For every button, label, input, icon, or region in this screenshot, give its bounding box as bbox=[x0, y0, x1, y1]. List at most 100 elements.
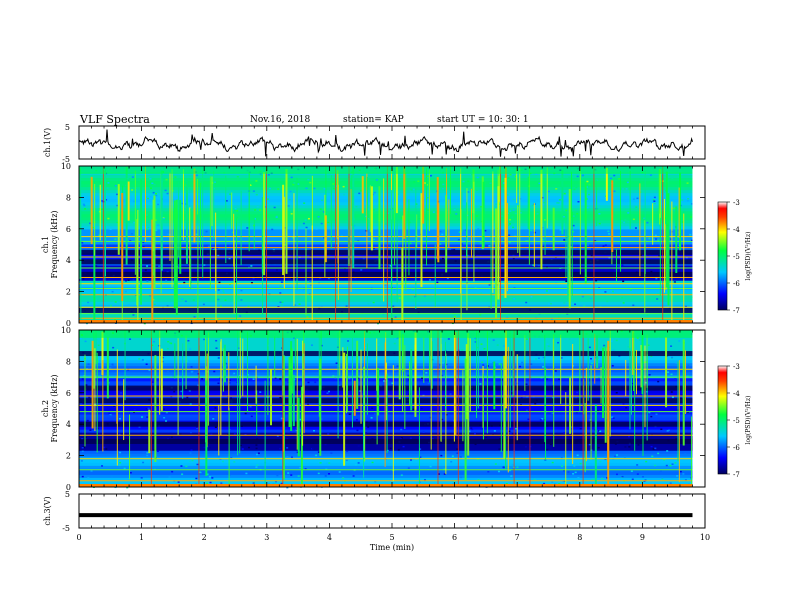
spectrogram-speckle bbox=[286, 438, 289, 440]
spectrogram-speckle bbox=[391, 382, 394, 384]
station-label: station= KAP bbox=[343, 115, 404, 125]
spectrogram-speckle bbox=[364, 346, 367, 349]
spectrogram-speckle bbox=[332, 244, 335, 246]
spectrogram-speckle bbox=[87, 477, 90, 479]
spectrogram-speckle bbox=[522, 316, 525, 319]
spectrogram-speckle bbox=[252, 277, 255, 280]
spectrogram-speckle bbox=[244, 412, 247, 415]
spectrogram-speckle bbox=[578, 394, 581, 397]
spectrogram-speckle bbox=[691, 203, 694, 205]
spectrogram-speckle bbox=[355, 205, 358, 208]
spectrogram-speckle bbox=[165, 178, 168, 181]
spectrogram-speckle bbox=[554, 370, 557, 372]
spectrogram-speckle bbox=[423, 295, 426, 297]
spectrogram-speckle bbox=[673, 281, 676, 283]
spectrogram-speckle bbox=[653, 202, 656, 205]
spectrogram-speckle bbox=[475, 215, 478, 217]
spectrogram-speckle bbox=[440, 454, 443, 457]
spectrogram-speckle bbox=[327, 277, 330, 280]
spectrogram-speckle bbox=[319, 208, 322, 210]
spectrogram-speckle bbox=[607, 184, 610, 187]
spectrogram-speckle bbox=[425, 372, 428, 374]
spectrogram-speckle bbox=[364, 432, 367, 434]
spectrogram-speckle bbox=[439, 235, 442, 237]
spectrogram-speckle bbox=[190, 366, 193, 368]
spectrogram-speckle bbox=[512, 226, 515, 229]
spectrogram-row bbox=[79, 241, 693, 245]
x-tick-label: 4 bbox=[327, 533, 332, 542]
spectrogram-speckle bbox=[567, 471, 570, 473]
spectrogram-speckle bbox=[359, 478, 362, 481]
spectrogram-speckle bbox=[166, 304, 169, 307]
spectrogram-speckle bbox=[323, 391, 326, 393]
spectrogram-speckle bbox=[511, 392, 514, 394]
spectrogram-speckle bbox=[221, 460, 224, 463]
spectrogram-speckle bbox=[509, 432, 512, 435]
spectrogram-speckle bbox=[327, 433, 330, 435]
spectrogram-speckle bbox=[290, 277, 293, 280]
spectrogram-speckle bbox=[95, 265, 98, 267]
spectrogram-speckle bbox=[471, 221, 474, 223]
spectrogram-speckle bbox=[626, 181, 629, 184]
spectrogram-speckle bbox=[618, 265, 621, 267]
spectrogram-speckle bbox=[255, 466, 258, 468]
spectrogram-speckle bbox=[506, 295, 509, 298]
spectrogram-speckle bbox=[543, 482, 546, 485]
spectrogram-speckle bbox=[560, 357, 563, 359]
spectrogram-speckle bbox=[119, 451, 122, 454]
spectrogram-row bbox=[79, 408, 693, 413]
spectrogram-row bbox=[79, 265, 693, 270]
x-tick-label: 10 bbox=[700, 533, 710, 542]
spectrogram-speckle bbox=[152, 340, 155, 343]
spectrogram-speckle bbox=[590, 362, 593, 365]
spectrogram-speckle bbox=[153, 183, 156, 186]
spectrogram-speckle bbox=[636, 197, 639, 200]
spectrogram-speckle bbox=[506, 316, 509, 319]
spectrogram-speckle bbox=[275, 216, 278, 218]
spectrogram-speckle bbox=[256, 464, 259, 466]
spectrogram-speckle bbox=[441, 233, 444, 236]
spectrogram-speckle bbox=[394, 316, 397, 318]
spectrogram-row bbox=[79, 432, 693, 437]
spectrogram-row bbox=[79, 208, 693, 212]
spectrogram-speckle bbox=[629, 289, 632, 291]
spectrogram-speckle bbox=[501, 215, 504, 217]
spectrogram-speckle bbox=[483, 348, 486, 350]
spectrogram-speckle bbox=[164, 189, 167, 192]
spectrogram-speckle bbox=[206, 473, 209, 475]
spectrogram-speckle bbox=[392, 305, 395, 308]
spectrogram-speckle bbox=[384, 225, 387, 227]
spectrogram-speckle bbox=[471, 173, 474, 176]
spectrogram-row bbox=[79, 196, 693, 200]
spectrogram-speckle bbox=[256, 205, 259, 208]
spectrogram-speckle bbox=[365, 215, 368, 218]
spectrogram-speckle bbox=[275, 215, 278, 217]
spectrogram-speckle bbox=[105, 379, 108, 382]
spectrogram-speckle bbox=[655, 238, 658, 240]
spectrogram-speckle bbox=[256, 453, 259, 456]
spectrogram-speckle bbox=[229, 379, 232, 381]
spectrogram-speckle bbox=[114, 318, 117, 321]
spectrogram-speckle bbox=[438, 286, 441, 289]
spectrogram-speckle bbox=[563, 192, 566, 195]
spectrogram-speckle bbox=[236, 210, 239, 212]
spectrogram-speckle bbox=[293, 182, 296, 184]
spectrogram-speckle bbox=[411, 289, 414, 291]
spectrogram-speckle bbox=[109, 367, 112, 369]
spectrogram-speckle bbox=[290, 433, 293, 435]
spectrogram-speckle bbox=[623, 456, 626, 458]
spectrogram-speckle bbox=[138, 426, 141, 428]
spectrogram-speckle bbox=[145, 196, 148, 198]
spectrogram-speckle bbox=[81, 450, 84, 453]
spectrogram-speckle bbox=[616, 454, 619, 456]
spectrogram-speckle bbox=[220, 482, 223, 484]
spectrogram-speckle bbox=[163, 416, 166, 419]
spectrogram-speckle bbox=[575, 397, 578, 399]
spectrogram-row bbox=[79, 390, 693, 394]
spectrogram-speckle bbox=[613, 190, 616, 192]
spectrogram-speckle bbox=[205, 230, 208, 233]
spectrogram-speckle bbox=[84, 338, 87, 340]
spectrogram-speckle bbox=[233, 234, 236, 237]
spectrogram-speckle bbox=[509, 223, 512, 225]
spectrogram-speckle bbox=[581, 174, 584, 177]
